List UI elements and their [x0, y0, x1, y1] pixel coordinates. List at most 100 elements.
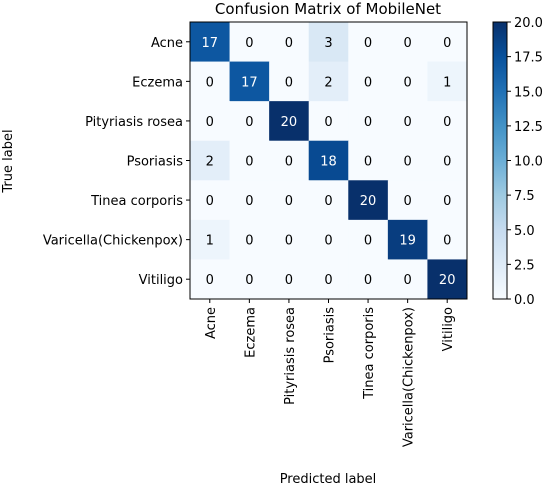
cell-value-label: 0	[324, 273, 332, 288]
x-axis-label: Predicted label	[280, 472, 377, 484]
cell-value-label: 1	[443, 75, 451, 90]
x-axis-ticks: Acne Eczema Pityriasis rosea Psoriasis Tinea…	[204, 298, 456, 447]
cell-value-label: 0	[245, 234, 253, 249]
cell-value-label: 0	[285, 75, 293, 90]
cell-value-label: 18	[320, 154, 337, 169]
heatmap-cell	[348, 101, 389, 142]
x-tick-label: Pityriasis rosea	[283, 307, 298, 405]
colorbar-tick-label: 10.0	[514, 155, 543, 170]
heatmap-cell	[190, 22, 231, 63]
cell-value-label: 0	[403, 75, 411, 90]
x-tick-label: Vitiligo	[441, 307, 456, 351]
y-tick-label: Pityriasis rosea	[85, 115, 183, 130]
cell-value-label: 0	[324, 115, 332, 130]
heatmap-cell	[427, 180, 468, 221]
cell-value-label: 0	[403, 273, 411, 288]
heatmap-cell	[308, 259, 349, 300]
heatmap-cell	[308, 22, 349, 63]
heatmap-cell	[387, 140, 428, 181]
heatmap-cell	[269, 101, 310, 142]
cell-value-label: 0	[245, 194, 253, 209]
heatmap-cell	[308, 140, 349, 181]
heatmap-cell	[229, 22, 270, 63]
cell-value-label: 0	[403, 154, 411, 169]
y-tick-label: Vitiligo	[139, 273, 183, 288]
heatmap-cell	[387, 180, 428, 221]
x-tick-label: Eczema	[243, 307, 258, 358]
cell-value-label: 0	[364, 36, 372, 51]
heatmap-cell	[387, 219, 428, 260]
heatmap-cell	[427, 101, 468, 142]
cell-value-label: 20	[360, 194, 377, 209]
y-axis-ticks: Acne Eczema Pityriasis rosea Psoriasis Tinea…	[43, 36, 190, 288]
cell-value-label: 0	[403, 115, 411, 130]
cell-value-label: 0	[364, 273, 372, 288]
heatmap-cell	[387, 259, 428, 300]
cell-value-label: 0	[364, 154, 372, 169]
heatmap-cell	[427, 22, 468, 63]
cell-value-label: 19	[399, 234, 416, 249]
colorbar-tick-label: 0.0	[514, 293, 535, 308]
colorbar-tick-label: 15.0	[514, 85, 543, 100]
cell-value-label: 20	[281, 115, 298, 130]
heatmap-cell	[427, 259, 468, 300]
heatmap-cell	[348, 219, 389, 260]
colorbar	[492, 21, 508, 300]
cell-value-label: 0	[364, 115, 372, 130]
x-tick-label: Varicella(Chickenpox)	[402, 307, 417, 447]
heatmap-cell	[229, 61, 270, 102]
heatmap-cells	[190, 22, 468, 300]
cell-value-label: 3	[324, 36, 332, 51]
y-tick-label: Psoriasis	[127, 154, 184, 169]
heatmap-cell	[308, 219, 349, 260]
cell-value-label: 0	[403, 194, 411, 209]
x-tick-label: Psoriasis	[322, 307, 337, 364]
heatmap-cell	[308, 61, 349, 102]
chart-title: Confusion Matrix of MobileNet	[215, 0, 441, 18]
heatmap-cell	[348, 180, 389, 221]
cell-value-label: 0	[206, 115, 214, 130]
heatmap-cell	[427, 219, 468, 260]
heatmap-cell	[190, 140, 231, 181]
cell-value-label: 0	[285, 234, 293, 249]
heatmap-cell	[269, 140, 310, 181]
heatmap-cell	[229, 219, 270, 260]
heatmap-cell	[190, 180, 231, 221]
heatmap-cell	[269, 219, 310, 260]
heatmap-cell	[308, 180, 349, 221]
y-axis-label: True label	[1, 129, 16, 193]
cell-value-label: 0	[206, 194, 214, 209]
heatmap-cell	[308, 101, 349, 142]
x-tick-label: Tinea corporis	[362, 307, 377, 400]
cell-value-label: 0	[364, 75, 372, 90]
heatmap-cell	[348, 140, 389, 181]
heatmap-cell-labels: 17 0 0 3 0 0 00 17 0 2 0 0 10 0 20 0 0 0 02 0 0 18 0 0 00 0 0 0 20 0 0…	[202, 36, 456, 288]
cell-value-label: 0	[403, 36, 411, 51]
cell-value-label: 0	[443, 36, 451, 51]
heatmap-cell	[190, 259, 231, 300]
colorbar-tick-label: 5.0	[514, 224, 535, 239]
heatmap-cell	[427, 61, 468, 102]
colorbar-tick-label: 12.5	[514, 120, 543, 135]
cell-value-label: 0	[443, 234, 451, 249]
heatmap-cell	[269, 180, 310, 221]
cell-value-label: 2	[206, 154, 214, 169]
cell-value-label: 17	[241, 75, 258, 90]
cell-value-label: 0	[285, 194, 293, 209]
cell-value-label: 0	[443, 154, 451, 169]
y-tick-label: Tinea corporis	[90, 194, 183, 209]
y-tick-label: Acne	[151, 36, 183, 51]
cell-value-label: 2	[324, 75, 332, 90]
cell-value-label: 0	[324, 234, 332, 249]
heatmap-cell	[387, 22, 428, 63]
cell-value-label: 0	[245, 154, 253, 169]
cell-value-label: 0	[285, 154, 293, 169]
heatmap-cell	[348, 22, 389, 63]
heatmap-cell	[229, 259, 270, 300]
cell-value-label: 0	[245, 36, 253, 51]
heatmap-cell	[269, 61, 310, 102]
y-tick-label: Eczema	[132, 75, 183, 90]
heatmap-cell	[190, 101, 231, 142]
heatmap-cell	[229, 180, 270, 221]
